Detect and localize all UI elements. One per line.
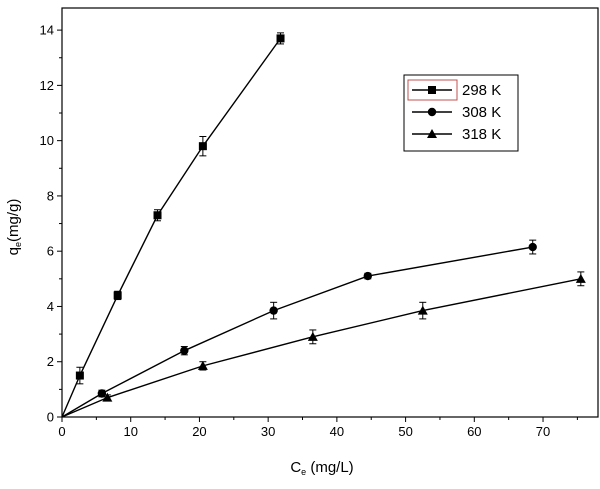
data-point	[276, 34, 285, 43]
data-point	[102, 392, 113, 402]
legend-marker	[427, 129, 437, 138]
legend-marker	[428, 86, 436, 94]
x-tick-label: 0	[58, 424, 65, 439]
x-tick-label: 50	[398, 424, 412, 439]
x-tick-label: 60	[467, 424, 481, 439]
y-tick-label: 2	[47, 354, 54, 369]
data-point	[153, 211, 162, 220]
legend: 298 K 308 K 318 K	[403, 74, 519, 152]
legend-box	[403, 74, 519, 152]
data-point	[198, 142, 207, 151]
plot-frame	[61, 7, 599, 418]
data-point	[197, 360, 208, 370]
y-axis-title: qe(mg/g)	[5, 199, 23, 256]
legend-marker	[427, 107, 437, 117]
x-tick-label: 70	[536, 424, 550, 439]
data-point	[113, 291, 122, 300]
data-point	[307, 331, 318, 341]
y-tick-label: 12	[40, 78, 54, 93]
data-point	[180, 346, 189, 355]
data-point	[575, 273, 586, 283]
series-line	[61, 278, 581, 418]
y-tick-label: 8	[47, 188, 54, 203]
y-tick-label: 6	[47, 244, 54, 259]
series-square	[61, 32, 285, 418]
series-triangle	[61, 271, 586, 418]
data-point	[269, 306, 278, 315]
legend-selection-outline	[407, 79, 458, 101]
legend-label: 308 K	[462, 104, 501, 121]
x-tick-label: 30	[261, 424, 275, 439]
x-tick-label: 40	[330, 424, 344, 439]
plot-border	[61, 7, 599, 418]
y-tick-label: 4	[47, 299, 54, 314]
y-tick-label: 14	[40, 23, 54, 38]
x-axis-ticks: 0 10 20 30 40 50 60 70	[58, 417, 578, 439]
x-tick-label: 20	[192, 424, 206, 439]
data-point	[528, 242, 537, 252]
y-axis-ticks: 0 2 4 6 8 10 12 14	[40, 23, 62, 425]
x-tick-label: 10	[123, 424, 137, 439]
series-line	[61, 37, 282, 418]
series-layer	[61, 32, 586, 418]
series-circle	[61, 239, 537, 418]
y-tick-label: 10	[40, 133, 54, 148]
legend-label: 298 K	[462, 82, 501, 99]
data-point	[363, 271, 372, 281]
series-line	[61, 246, 533, 418]
data-point	[417, 305, 428, 315]
legend-label: 318 K	[462, 126, 501, 143]
x-axis-title: Ce (mg/L)	[290, 459, 353, 477]
y-tick-label: 0	[47, 410, 54, 425]
data-point	[75, 371, 84, 380]
data-point	[97, 389, 107, 398]
